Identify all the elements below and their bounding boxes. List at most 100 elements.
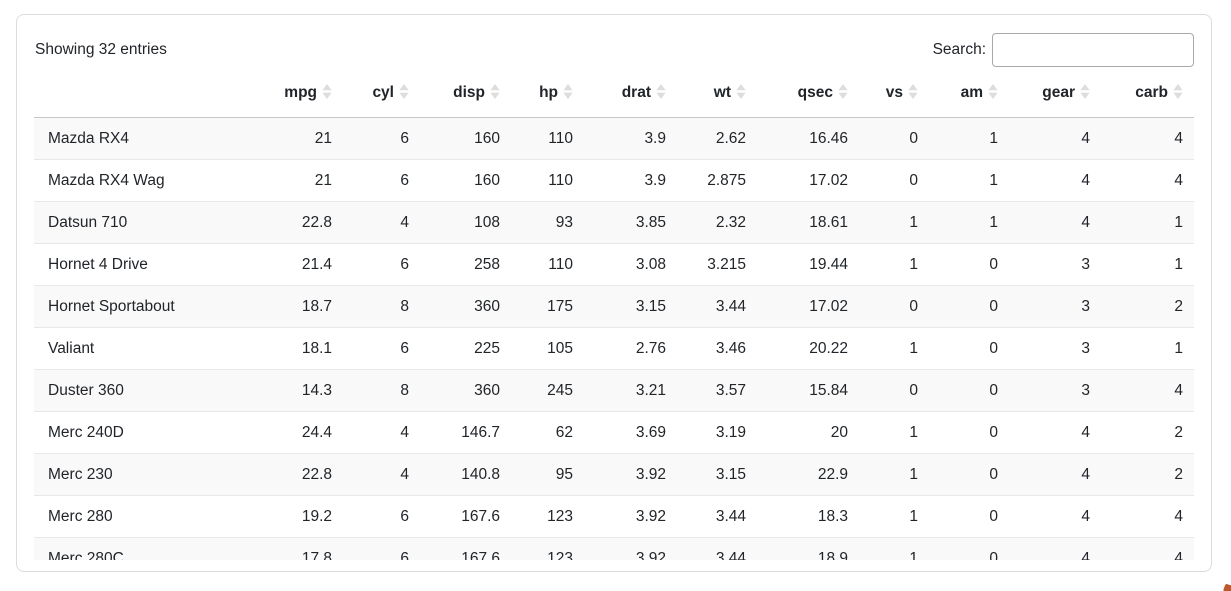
row-name-cell: Merc 240D <box>34 411 257 454</box>
column-header-disp[interactable]: disp <box>423 78 514 118</box>
data-cell: 4 <box>1012 201 1104 244</box>
data-cell: 3.21 <box>587 369 680 412</box>
data-cell: 17.02 <box>760 159 862 202</box>
data-cell: 0 <box>862 369 932 412</box>
column-header-mpg[interactable]: mpg <box>257 78 346 118</box>
table-row: Valiant 18.1 6 225 105 2.76 3.46 20.22 1 0 3 1 <box>34 327 1194 370</box>
column-header-hp[interactable]: hp <box>514 78 587 118</box>
data-cell: 225 <box>423 327 514 370</box>
data-cell: 110 <box>514 243 587 286</box>
data-cell: 0 <box>932 327 1012 370</box>
data-cell: 8 <box>346 285 423 328</box>
data-cell: 18.3 <box>760 495 862 538</box>
data-cell: 3.19 <box>680 411 760 454</box>
data-cell: 21 <box>257 159 346 202</box>
data-cell: 3.15 <box>587 285 680 328</box>
column-header-cyl[interactable]: cyl <box>346 78 423 118</box>
data-cell: 140.8 <box>423 453 514 496</box>
column-header-qsec[interactable]: qsec <box>760 78 862 118</box>
data-cell: 6 <box>346 159 423 202</box>
data-cell: 1 <box>1104 327 1194 370</box>
data-cell: 175 <box>514 285 587 328</box>
data-cell: 146.7 <box>423 411 514 454</box>
table-row: Merc 280 19.2 6 167.6 123 3.92 3.44 18.3 1 0 4 4 <box>34 495 1194 538</box>
data-cell: 245 <box>514 369 587 412</box>
column-header-drat[interactable]: drat <box>587 78 680 118</box>
data-cell: 2 <box>1104 285 1194 328</box>
data-cell: 105 <box>514 327 587 370</box>
column-header-label: am <box>960 84 983 101</box>
search-input[interactable] <box>992 33 1194 67</box>
data-cell: 0 <box>932 369 1012 412</box>
data-cell: 0 <box>862 285 932 328</box>
row-name-cell: Duster 360 <box>34 369 257 412</box>
data-cell: 0 <box>932 495 1012 538</box>
data-cell: 3 <box>1012 285 1104 328</box>
sort-icon <box>908 84 918 105</box>
data-cell: 6 <box>346 327 423 370</box>
data-cell: 4 <box>1012 411 1104 454</box>
column-header-vs[interactable]: vs <box>862 78 932 118</box>
data-cell: 110 <box>548 130 573 147</box>
column-header-am[interactable]: am <box>932 78 1012 118</box>
table-row: Hornet Sportabout 18.7 8 360 175 3.15 3.44 17.0… <box>34 285 1194 328</box>
data-cell: 0 <box>932 243 1012 286</box>
data-cell: 1 <box>862 243 932 286</box>
data-cell: 0 <box>932 285 1012 328</box>
data-cell: 20.22 <box>760 327 862 370</box>
data-cell: 3.85 <box>587 201 680 244</box>
column-header-carb[interactable]: carb <box>1104 78 1194 118</box>
row-name-cell: Merc 280C <box>34 537 257 560</box>
corner-cursor-artifact <box>1222 583 1231 591</box>
data-cell: 2.875 <box>680 159 760 202</box>
data-cell: 0 <box>932 411 1012 454</box>
sort-icon <box>656 84 666 105</box>
column-header-label: vs <box>885 84 903 101</box>
data-cell: 19.2 <box>257 495 346 538</box>
column-header-gear[interactable]: gear <box>1012 78 1104 118</box>
row-name-cell: Datsun 710 <box>34 201 257 244</box>
table-row: Merc 280C 17.8 6 167.6 123 3.92 3.44 18.9 1 0 4 4 <box>34 537 1194 560</box>
header-row: mpg cyl disp hp drat wt qsec vs am gear carb <box>34 78 1194 118</box>
data-cell: 3.15 <box>680 453 760 496</box>
row-name-cell: Hornet 4 Drive <box>34 243 257 286</box>
data-cell: 3.44 <box>680 495 760 538</box>
table-scroll-area[interactable]: mpg cyl disp hp drat wt qsec vs am gear carb Mazda… <box>34 78 1194 560</box>
column-header-label: disp <box>453 84 485 101</box>
data-cell: 3 <box>1012 243 1104 286</box>
data-cell: 22.8 <box>257 453 346 496</box>
column-header-label: carb <box>1135 84 1168 101</box>
entries-info: Showing 32 entries <box>35 41 167 58</box>
row-name-cell: Mazda RX4 Wag <box>34 159 257 202</box>
data-cell: 4 <box>1012 453 1104 496</box>
data-cell: 4 <box>1012 537 1104 560</box>
data-cell: 93 <box>514 201 587 244</box>
data-cell: 2.62 <box>715 130 746 147</box>
data-cell: 3.92 <box>587 495 680 538</box>
sort-icon <box>1080 84 1090 105</box>
data-cell: 3.08 <box>587 243 680 286</box>
data-cell: 110 <box>514 159 587 202</box>
data-cell: 3.57 <box>680 369 760 412</box>
data-cell: 3.215 <box>680 243 760 286</box>
sort-icon <box>838 84 848 105</box>
data-cell: 19.44 <box>760 243 862 286</box>
data-table: mpg cyl disp hp drat wt qsec vs am gear carb Mazda… <box>34 78 1194 560</box>
data-cell: 2 <box>1104 411 1194 454</box>
data-cell: 22.9 <box>760 453 862 496</box>
table-body: Mazda RX4 21 6 160 110 3.9 2.62 16.46 0 1 4 4 Mazda … <box>34 117 1194 560</box>
column-header-label: gear <box>1042 84 1075 101</box>
data-cell: 2.32 <box>680 201 760 244</box>
data-cell: 22.8 <box>257 201 346 244</box>
data-cell: 21 <box>314 130 332 147</box>
table-row: Hornet 4 Drive 21.4 6 258 110 3.08 3.215 19.44 1… <box>34 243 1194 286</box>
sort-icon <box>1173 84 1183 105</box>
table-row: Duster 360 14.3 8 360 245 3.21 3.57 15.84 0 0 3 4 <box>34 369 1194 412</box>
data-cell: 3.69 <box>587 411 680 454</box>
column-header-label: qsec <box>797 84 833 101</box>
data-cell: 4 <box>1104 369 1194 412</box>
column-header-wt[interactable]: wt <box>680 78 760 118</box>
data-cell: 1 <box>862 453 932 496</box>
data-cell: 24.4 <box>257 411 346 454</box>
data-cell: 16.46 <box>809 130 848 147</box>
